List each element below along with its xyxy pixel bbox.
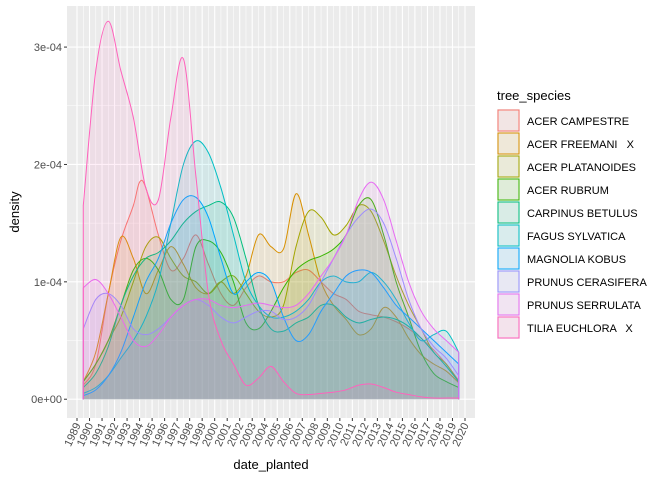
legend-key-bg xyxy=(497,109,520,132)
density-area-fagus-sylvatica xyxy=(83,140,459,400)
x-axis: 1989199019911992199319941995199619971998… xyxy=(63,418,472,448)
legend-key-bg xyxy=(497,247,520,270)
legend-label-acer-platanoides: ACER PLATANOIDES xyxy=(527,162,636,174)
density-area-acer-campestre xyxy=(83,180,459,400)
legend-label-magnolia-kobus: MAGNOLIA KOBUS xyxy=(527,254,626,266)
density-line-acer-campestre xyxy=(82,179,460,386)
legend-swatch-tilia-euchlora-x xyxy=(497,316,520,339)
density-line-carpinus-betulus xyxy=(82,201,460,388)
density-area-acer-rubrum xyxy=(83,197,459,400)
density-area-carpinus-betulus xyxy=(83,201,459,400)
legend-swatch-fagus-sylvatica xyxy=(497,224,520,247)
x-axis-title: date_planted xyxy=(233,457,308,472)
legend-key-bg xyxy=(497,293,520,316)
legend-swatch-acer-freemani-x xyxy=(497,132,520,155)
density-area-prunus-cerasifera xyxy=(83,208,459,400)
legend-key-bg xyxy=(497,224,520,247)
legend-label-fagus-sylvatica: FAGUS SYLVATICA xyxy=(527,231,626,243)
legend-label-prunus-serrulata: PRUNUS SERRULATA xyxy=(527,300,642,312)
density-line-prunus-cerasifera xyxy=(82,208,460,377)
density-line-acer-freemani-x xyxy=(82,193,460,384)
density-line-prunus-serrulata xyxy=(82,181,460,353)
y-tick-label: 1e-04 xyxy=(34,277,62,289)
legend-swatch-acer-platanoides xyxy=(497,155,520,178)
density-area-tilia-euchlora-x xyxy=(83,21,459,400)
legend-label-tilia-euchlora-x: TILIA EUCHLORA X xyxy=(527,323,633,335)
density-line-tilia-euchlora-x xyxy=(82,20,459,399)
major-grid xyxy=(67,6,475,418)
legend-label-prunus-cerasifera: PRUNUS CERASIFERA xyxy=(527,277,647,289)
legend-label-acer-campestre: ACER CAMPESTRE xyxy=(527,116,629,128)
legend: tree_species ACER CAMPESTRE ACER FREEMANI… xyxy=(497,88,647,339)
density-area-prunus-serrulata xyxy=(83,182,459,400)
y-tick-label: 3e-04 xyxy=(34,42,62,54)
legend-key-bg xyxy=(497,155,520,178)
density-line-fagus-sylvatica xyxy=(83,140,460,394)
legend-title: tree_species xyxy=(497,88,571,103)
density-area-acer-platanoides xyxy=(83,204,459,400)
legend-label-carpinus-betulus: CARPINUS BETULUS xyxy=(527,208,638,220)
density-area-magnolia-kobus xyxy=(83,195,459,400)
legend-key-bg xyxy=(497,316,520,339)
legend-swatch-prunus-cerasifera xyxy=(497,270,520,293)
y-tick-label: 2e-04 xyxy=(34,159,62,171)
legend-swatch-prunus-serrulata xyxy=(497,293,520,316)
legend-key-bg xyxy=(497,270,520,293)
legend-key-bg xyxy=(497,178,520,201)
legend-swatch-carpinus-betulus xyxy=(497,201,520,224)
density-area-acer-freemani-x xyxy=(83,193,459,400)
legend-label-acer-freemani-x: ACER FREEMANI X xyxy=(527,139,635,151)
y-tick-label: 0e+00 xyxy=(31,394,62,406)
legend-key-bg xyxy=(497,201,520,224)
y-axis: 0e+00 1e-04 2e-04 3e-04 xyxy=(31,42,67,406)
legend-key-bg xyxy=(497,132,520,155)
y-axis-title: density xyxy=(7,191,22,233)
legend-swatch-acer-campestre xyxy=(497,109,520,132)
legend-swatch-magnolia-kobus xyxy=(497,247,520,270)
legend-label-acer-rubrum: ACER RUBRUM xyxy=(527,185,609,197)
density-line-magnolia-kobus xyxy=(83,195,460,397)
legend-swatch-acer-rubrum xyxy=(497,178,520,201)
density-areas xyxy=(82,20,460,400)
